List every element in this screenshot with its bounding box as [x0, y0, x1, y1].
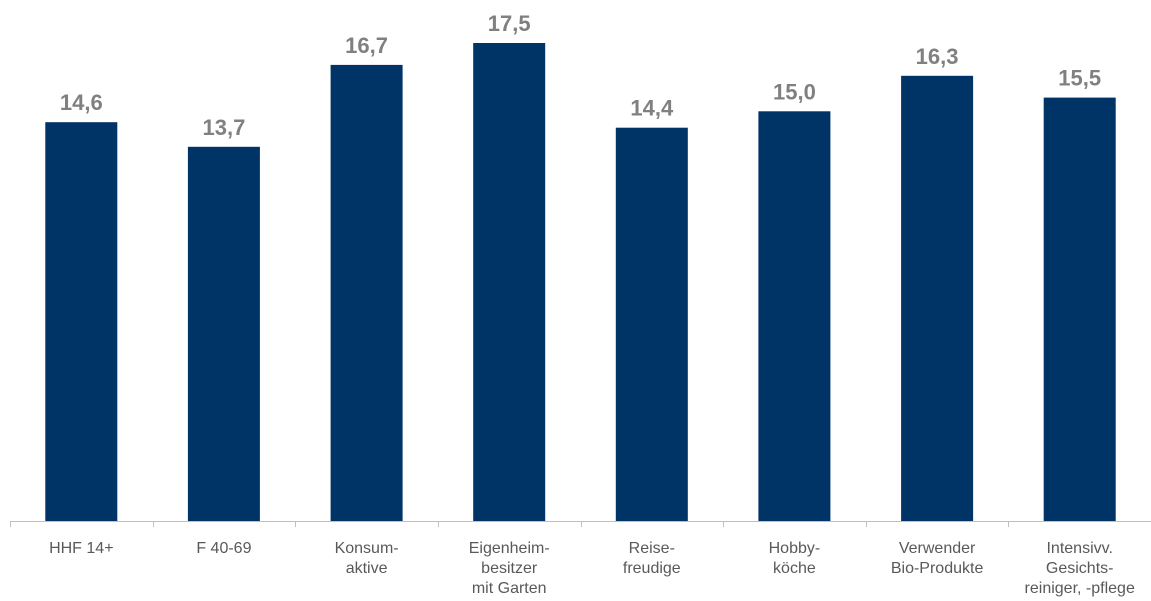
x-tick-label: Verwender Bio-Produkte: [891, 540, 984, 577]
x-tick-label-line: reiniger, -pflege: [1025, 580, 1135, 597]
bar: [473, 43, 546, 521]
value-labels-group: 14,6 13,7 16,7 17,5 14,4 15,0 16,3 15,5: [60, 11, 1101, 140]
x-tick-label-line: Eigenheim-: [469, 540, 550, 557]
x-tick-label-line: Intensivv.: [1046, 540, 1112, 557]
x-ticks-group: [10, 521, 1009, 527]
bar-value-label: 14,6: [60, 90, 103, 115]
x-tick-label-line: besitzer: [481, 560, 538, 577]
bar-value-label: 16,7: [345, 33, 388, 58]
x-tick-labels-group: HHF 14+ F 40-69 Konsum-aktive Eigenheim-bes…: [49, 540, 1135, 597]
x-tick-label-line: F 40-69: [196, 540, 251, 557]
x-tick-label-line: HHF 14+: [49, 540, 113, 557]
x-tick-label-line: Hobby-: [769, 540, 821, 557]
bar-value-label: 16,3: [916, 44, 959, 69]
bar: [901, 75, 974, 522]
x-tick-label-line: Reise-: [629, 540, 675, 557]
x-tick-label: Intensivv. Gesichts-reiniger, -pflege: [1025, 540, 1135, 597]
x-tick-label-line: Konsum-: [335, 540, 399, 557]
bar: [45, 122, 118, 521]
x-tick-label-line: Bio-Produkte: [891, 560, 984, 577]
bar-value-label: 15,0: [773, 79, 816, 104]
x-tick-label: Konsum-aktive: [335, 540, 399, 577]
x-tick-label: HHF 14+: [49, 540, 113, 557]
bar: [615, 127, 688, 521]
x-tick-label-line: aktive: [346, 560, 388, 577]
x-tick-label: F 40-69: [196, 540, 251, 557]
bar-value-label: 14,4: [630, 96, 674, 121]
bars-group: [45, 43, 1116, 522]
x-tick-label: Reise-freudige: [623, 540, 681, 577]
bar: [1043, 97, 1116, 521]
bar-value-label: 13,7: [202, 115, 245, 140]
bar-value-label: 17,5: [488, 11, 531, 36]
x-tick-label-line: Gesichts-: [1046, 560, 1114, 577]
x-tick-label-line: Verwender: [899, 540, 976, 557]
bar-value-label: 15,5: [1058, 66, 1101, 91]
x-tick-label-line: mit Garten: [472, 580, 547, 597]
bar: [330, 64, 403, 522]
bar: [758, 111, 831, 522]
x-tick-label: Hobby-köche: [769, 540, 821, 577]
x-tick-label: Eigenheim-besitzer mit Garten: [469, 540, 550, 597]
x-tick-label-line: freudige: [623, 560, 681, 577]
x-tick-label-line: köche: [773, 560, 816, 577]
bar: [187, 146, 260, 522]
